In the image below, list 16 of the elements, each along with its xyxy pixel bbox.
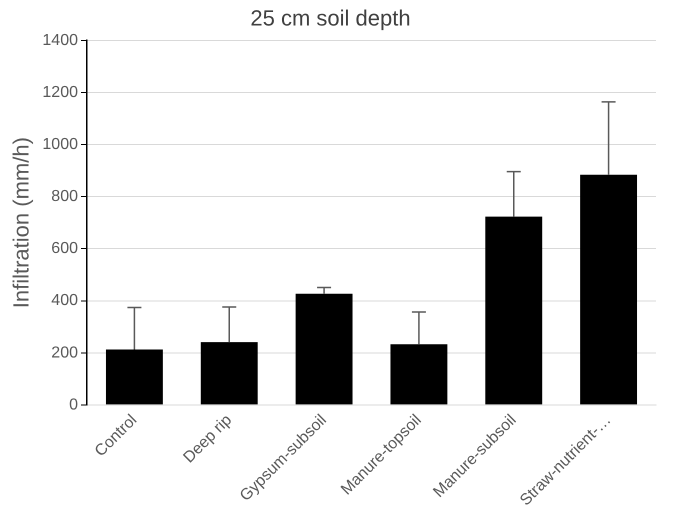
bar: [485, 216, 542, 404]
bar: [580, 174, 638, 404]
y-tick-label: 800: [51, 188, 78, 206]
y-axis-title: Infiltration (mm/h): [8, 137, 34, 308]
y-tick-label: 0: [69, 396, 78, 414]
chart-title: 25 cm soil depth: [250, 5, 411, 30]
y-tick-label: 400: [51, 292, 78, 310]
bar: [296, 294, 353, 404]
bar: [106, 349, 163, 404]
bar: [200, 342, 258, 404]
y-tick-label: 1000: [42, 136, 78, 153]
bar: [390, 344, 448, 404]
y-tick-label: 1400: [42, 32, 78, 49]
y-tick-label: 200: [51, 344, 78, 362]
y-tick-label: 600: [51, 240, 78, 258]
y-tick-label: 1200: [42, 84, 78, 101]
